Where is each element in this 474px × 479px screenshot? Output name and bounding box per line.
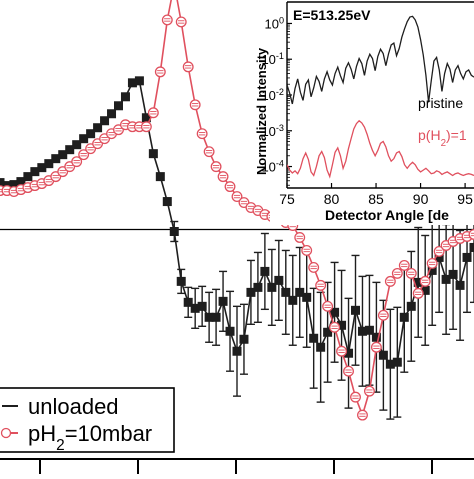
data-point-square [177, 277, 186, 286]
data-point-square [379, 351, 388, 360]
legend-marker-circle [2, 429, 11, 438]
data-point-circle [211, 162, 221, 172]
data-point-circle [358, 410, 368, 420]
data-point-square [163, 197, 172, 206]
data-point-square [149, 149, 158, 158]
data-point-circle [330, 322, 340, 332]
data-point-square [114, 101, 123, 110]
inset-x-tick-label: 95 [457, 191, 473, 207]
data-point-square [226, 327, 235, 336]
data-point-circle [225, 182, 235, 192]
data-point-circle [162, 15, 172, 25]
inset-energy-annotation: E=513.25eV [293, 7, 371, 23]
data-point-square [456, 281, 465, 290]
legend-label: unloaded [28, 394, 119, 419]
data-point-circle [365, 386, 375, 396]
inset-x-tick-label: 80 [324, 191, 340, 207]
data-point-square [309, 334, 318, 343]
inset-x-tick-label: 85 [368, 191, 384, 207]
data-point-circle [344, 366, 354, 376]
inset-x-tick-label: 75 [279, 191, 295, 207]
data-point-circle [204, 147, 214, 157]
data-point-square [170, 227, 179, 236]
data-point-square [470, 243, 474, 252]
data-point-circle [393, 269, 403, 279]
data-point-circle [309, 263, 319, 273]
data-point-square [463, 253, 472, 262]
data-point-square [253, 283, 262, 292]
data-point-square [302, 293, 311, 302]
data-point-square [135, 76, 144, 85]
data-point-square [156, 172, 165, 181]
data-point-circle [183, 62, 193, 72]
data-point-circle [351, 392, 361, 402]
data-point-circle [302, 246, 312, 256]
data-point-circle [218, 172, 228, 182]
data-point-circle [176, 17, 186, 27]
data-point-square [407, 302, 416, 311]
data-point-circle [149, 108, 159, 118]
data-point-circle [156, 67, 166, 77]
data-point-square [212, 313, 221, 322]
data-point-square [288, 296, 297, 305]
inset-x-axis-label: Detector Angle [de [325, 207, 449, 223]
data-point-square [233, 347, 242, 356]
data-point-circle [142, 122, 152, 132]
inset-x-tick-label: 90 [413, 191, 429, 207]
data-point-circle [379, 311, 389, 321]
data-point-square [351, 306, 360, 315]
data-point-circle [337, 346, 347, 356]
data-point-square [274, 276, 283, 285]
data-point-square [449, 270, 458, 279]
data-point-square [260, 267, 269, 276]
data-point-square [107, 109, 116, 118]
data-point-square [198, 302, 207, 311]
data-point-circle [406, 269, 416, 279]
data-point-circle [413, 289, 423, 299]
data-point-circle [316, 281, 326, 291]
data-point-circle [427, 259, 437, 269]
data-point-square [239, 335, 248, 344]
data-point-square [393, 358, 402, 367]
data-point-circle [190, 100, 200, 110]
data-point-circle [420, 277, 430, 287]
data-point-square [219, 297, 228, 306]
inset-label-pristine: pristine [418, 95, 463, 111]
data-point-circle [323, 302, 333, 312]
data-point-square [400, 313, 409, 322]
data-point-circle [197, 129, 207, 139]
data-point-circle [386, 277, 396, 287]
data-point-circle [295, 233, 305, 243]
data-point-circle [469, 230, 474, 240]
data-point-circle [372, 342, 382, 352]
data-point-square [316, 343, 325, 352]
data-point-circle [399, 261, 409, 271]
data-point-square [281, 288, 290, 297]
data-point-square [121, 92, 130, 101]
inset-y-axis-label: Normalized Intensity [254, 47, 269, 175]
